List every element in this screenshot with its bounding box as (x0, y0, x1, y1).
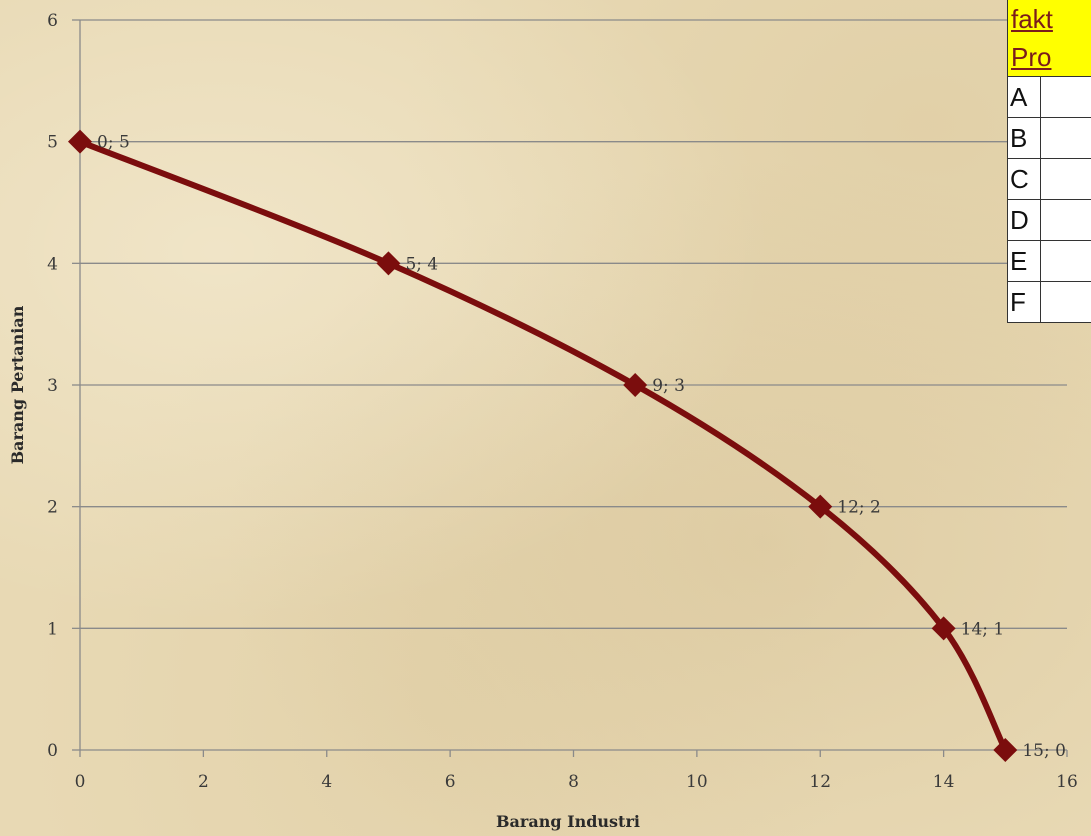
data-markers (68, 129, 1018, 762)
y-tick-label-5: 5 (47, 133, 58, 153)
y-tick-label-0: 0 (47, 741, 58, 761)
table-row-label: C (1007, 159, 1041, 199)
data-label-4: 14; 1 (961, 619, 1005, 639)
x-tick-label-10: 10 (686, 772, 708, 792)
x-tick-labels: 0 2 4 6 8 10 12 14 16 (75, 772, 1078, 792)
table-cell (1041, 241, 1091, 281)
x-tick-label-12: 12 (809, 772, 831, 792)
table-cell (1041, 77, 1091, 117)
data-point-4 (931, 616, 956, 641)
data-point-5 (993, 738, 1018, 762)
x-tick-label-6: 6 (445, 772, 456, 792)
gridlines (80, 19, 1067, 629)
data-labels: 0; 5 5; 4 9; 3 12; 2 14; 1 15; 0 (97, 133, 1066, 761)
y-tick-label-1: 1 (47, 619, 58, 639)
table-row-label: D (1007, 200, 1041, 240)
x-tick-label-0: 0 (75, 772, 86, 792)
x-tick-label-2: 2 (198, 772, 209, 792)
data-point-2 (623, 373, 648, 397)
table-row-label: B (1007, 118, 1041, 158)
table-header-line2: Pro (1007, 38, 1091, 76)
y-tick-label-2: 2 (47, 498, 58, 518)
x-tick-label-8: 8 (568, 772, 579, 792)
table-row-label: A (1007, 77, 1041, 117)
x-tick-label-16: 16 (1056, 772, 1078, 792)
table-row: C (1007, 158, 1091, 199)
x-tick-label-4: 4 (321, 772, 332, 792)
table-row-label: F (1007, 282, 1041, 322)
series-curve (77, 138, 1009, 753)
y-tick-label-3: 3 (47, 376, 58, 396)
x-axis-title: Barang Industri (496, 812, 640, 831)
y-axis-title: Barang Pertanian (8, 305, 27, 464)
table-cell (1041, 118, 1091, 158)
table-row: F (1007, 281, 1091, 323)
axes (72, 19, 1068, 757)
table-row: E (1007, 240, 1091, 281)
table-row-label: E (1007, 241, 1041, 281)
data-point-0 (68, 129, 92, 154)
data-point-1 (376, 251, 401, 276)
y-tick-labels: 0 1 2 3 4 5 6 (47, 11, 58, 761)
y-tick-label-4: 4 (47, 254, 58, 274)
series-line (77, 138, 1009, 753)
table-row: D (1007, 199, 1091, 240)
data-label-2: 9; 3 (652, 376, 685, 396)
data-label-0: 0; 5 (97, 133, 130, 153)
table-cell (1041, 200, 1091, 240)
y-tick-label-6: 6 (47, 11, 58, 31)
table-cell (1041, 282, 1091, 322)
table-header-line1: fakt (1007, 0, 1091, 38)
data-point-3 (808, 494, 833, 519)
table-cell (1041, 159, 1091, 199)
data-label-1: 5; 4 (405, 254, 438, 274)
x-tick-label-14: 14 (933, 772, 955, 792)
data-label-3: 12; 2 (837, 498, 881, 518)
table-row: B (1007, 117, 1091, 158)
data-label-5: 15; 0 (1022, 741, 1066, 761)
table-row: A (1007, 76, 1091, 117)
